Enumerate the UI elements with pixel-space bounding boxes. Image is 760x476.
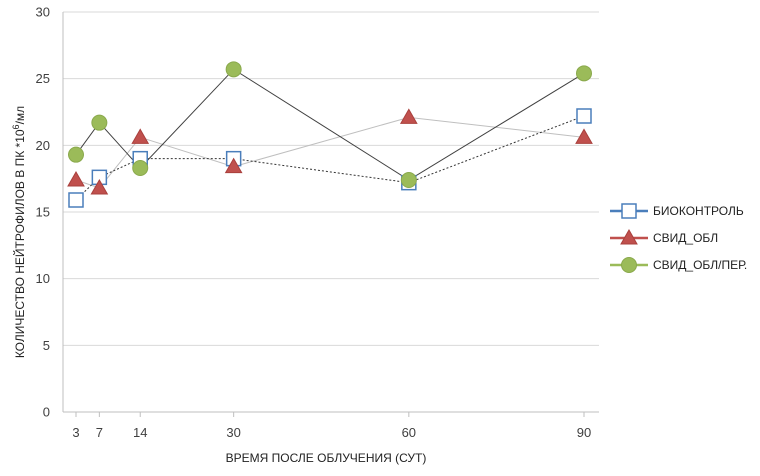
legend-label-3: СВИД_ОБЛ/ПЕР. (653, 258, 747, 272)
axes (62, 12, 599, 417)
legend-marker-3 (621, 257, 637, 273)
y-tick-label-5: 5 (43, 338, 50, 353)
legend-item-3: СВИД_ОБЛ/ПЕР. (610, 257, 747, 273)
x-tick-label-3: 3 (72, 425, 79, 440)
x-tick-label-30: 30 (226, 425, 240, 440)
legend-label-1: БИОКОНТРОЛЬ (653, 204, 744, 218)
x-tick-label-90: 90 (577, 425, 591, 440)
series-2-point-3 (67, 170, 85, 187)
y-tick-label-15: 15 (36, 205, 50, 220)
legend-marker-1 (621, 203, 637, 219)
legend: БИОКОНТРОЛЬ СВИД_ОБЛ СВИД_ОБЛ/ПЕР. (610, 203, 747, 273)
y-tick-label-25: 25 (36, 71, 50, 86)
y-tick-label-30: 30 (36, 5, 50, 20)
legend-marker-2 (620, 228, 638, 245)
x-axis-label: ВРЕМЯ ПОСЛЕ ОБЛУЧЕНИЯ (СУТ) (226, 451, 427, 465)
series-line-3 (75, 68, 585, 181)
series-lines (75, 68, 585, 201)
series-1-point-3 (68, 192, 84, 208)
series-3-point-3 (68, 146, 84, 163)
legend-item-2: СВИД_ОБЛ (610, 228, 718, 245)
y-tick-labels: 0 5 10 15 20 25 30 (36, 5, 50, 420)
series-line-2 (75, 116, 585, 189)
y-axis-label-main: КОЛИЧЕСТВО НЕЙТРОФИЛОВ В ПК *10 (12, 129, 27, 358)
x-tick-label-14: 14 (133, 425, 147, 440)
x-tick-labels: 3 7 14 30 60 90 (72, 425, 591, 440)
y-axis-label-superscript: 6 (11, 124, 21, 129)
x-tick-label-7: 7 (96, 425, 103, 440)
gridlines (63, 11, 599, 346)
y-axis-label: КОЛИЧЕСТВО НЕЙТРОФИЛОВ В ПК *106/мл (11, 106, 27, 358)
series-line-1 (75, 115, 585, 201)
y-tick-label-0: 0 (43, 405, 50, 420)
series-3-point-90 (576, 65, 592, 82)
series-2-point-30 (224, 157, 243, 174)
y-tick-label-20: 20 (36, 138, 50, 153)
series-1-point-90 (576, 108, 592, 124)
series-3-point-30 (225, 61, 242, 78)
series-2-point-90 (575, 128, 593, 144)
series-3-point-60 (400, 172, 417, 188)
y-axis-label-unit: /мл (13, 106, 27, 125)
y-tick-label-10: 10 (36, 271, 50, 286)
series-2-point-7 (90, 178, 109, 195)
x-tick-label-60: 60 (402, 425, 416, 440)
legend-item-1: БИОКОНТРОЛЬ (610, 203, 744, 219)
series-3-point-7 (91, 114, 108, 131)
series-2-point-14 (131, 128, 150, 144)
series-markers (67, 61, 593, 208)
series-3-point-14 (132, 160, 149, 176)
series-2-point-60 (399, 108, 418, 124)
legend-label-2: СВИД_ОБЛ (653, 231, 718, 245)
